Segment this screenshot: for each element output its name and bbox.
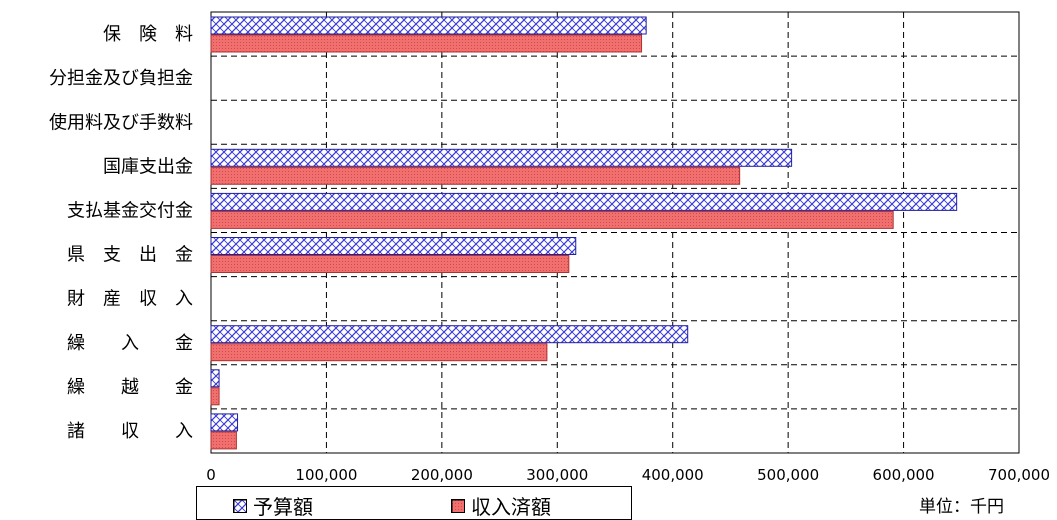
unit-label: 単位：千円 <box>919 497 1004 517</box>
category-label: 支払基金交付金 <box>67 200 193 221</box>
grid-layer <box>210 11 1020 454</box>
legend: 予算額 収入済額 <box>196 486 632 520</box>
x-tick-labels: 0 100,000 200,000 300,000 400,000 500,000 600,… <box>206 466 1050 484</box>
bar-actual <box>210 387 220 406</box>
x-tick-label: 600,000 <box>873 466 935 484</box>
category-label: 保 険 料 <box>103 24 193 45</box>
legend-label-budget: 予算額 <box>253 495 313 519</box>
x-tick-label: 700,000 <box>988 466 1050 484</box>
legend-swatch-budget <box>233 498 247 513</box>
x-tick-label: 300,000 <box>526 466 588 484</box>
category-label: 諸 収 入 <box>67 421 193 442</box>
category-label: 分担金及び負担金 <box>49 68 193 89</box>
x-tick-label: 100,000 <box>295 466 357 484</box>
x-tick-label: 0 <box>206 466 216 484</box>
bar-budget <box>210 237 577 255</box>
x-tick-label: 200,000 <box>411 466 473 484</box>
category-label: 使用料及び手数料 <box>49 112 193 133</box>
bar-budget <box>210 413 239 432</box>
bar-budget <box>210 325 689 344</box>
plot-frame <box>210 11 1020 454</box>
bar-actual <box>210 34 643 53</box>
bars-layer <box>210 16 958 450</box>
bar-budget <box>210 16 647 35</box>
category-label: 財 産 収 入 <box>67 289 193 310</box>
bar-budget <box>210 369 220 388</box>
category-label: 繰 越 金 <box>67 377 193 398</box>
x-tick-label: 400,000 <box>642 466 704 484</box>
bar-actual <box>210 343 548 362</box>
bar-actual <box>210 166 741 185</box>
legend-item-budget: 予算額 <box>233 491 313 520</box>
bar-budget <box>210 148 793 167</box>
bar-actual <box>210 210 894 229</box>
category-label: 繰 入 金 <box>67 333 193 354</box>
legend-swatch-actual <box>451 498 465 513</box>
bar-budget <box>210 192 958 211</box>
x-tick-label: 500,000 <box>757 466 819 484</box>
legend-item-actual: 収入済額 <box>451 491 551 520</box>
bar-actual <box>210 431 237 450</box>
bar-actual <box>210 255 570 273</box>
category-label: 国庫支出金 <box>103 156 193 177</box>
category-label: 県 支 出 金 <box>67 245 193 266</box>
legend-label-actual: 収入済額 <box>471 495 551 519</box>
